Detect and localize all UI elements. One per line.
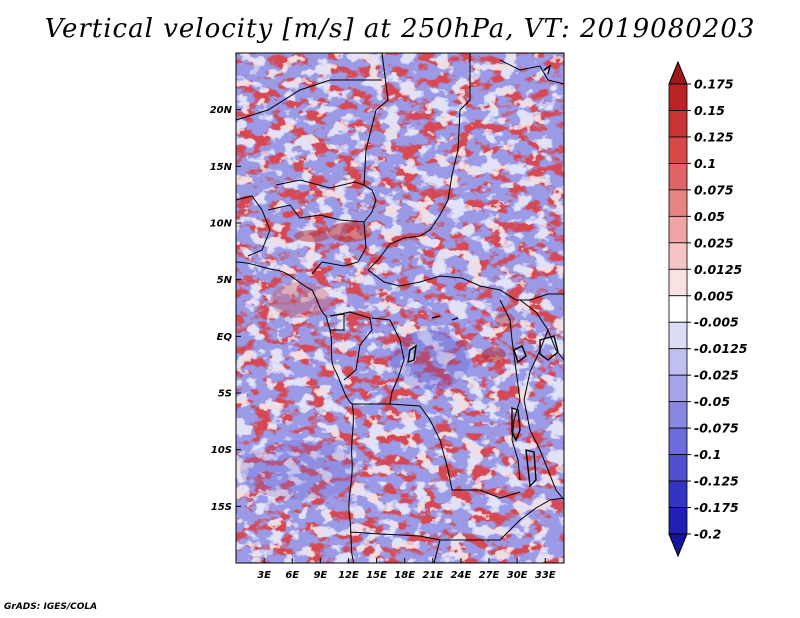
lat-tick-label: 20N — [210, 105, 233, 116]
grads-credit: GrADS: IGES/COLA — [4, 602, 98, 612]
lon-tick-label: 15E — [366, 570, 387, 581]
lon-tick-label: 3E — [257, 570, 271, 581]
lat-tick-label: 5N — [217, 275, 233, 286]
colorbar-swatch — [668, 268, 688, 297]
colorbar-swatch — [668, 507, 688, 535]
lon-tick-label: 27E — [479, 570, 500, 581]
colorbar-label: -0.05 — [694, 394, 730, 409]
colorbar-swatch — [668, 480, 688, 508]
colorbar-label: -0.0125 — [694, 341, 748, 356]
lon-tick-label: 9E — [313, 570, 327, 581]
lat-tick-label: 15S — [211, 502, 232, 513]
lat-tick-label: 10N — [210, 219, 233, 230]
colorbar-swatch — [668, 189, 688, 217]
longitude-axis: 3E 6E 9E 12E 15E 18E 21E 24E 27E 30E 33E — [257, 558, 556, 581]
lon-tick-label: 33E — [535, 570, 556, 581]
colorbar-bottom-arrow — [668, 533, 688, 558]
colorbar-label: 0.0125 — [694, 262, 743, 277]
lon-tick-label: 6E — [285, 570, 299, 581]
colorbar-label: 0.025 — [694, 235, 734, 250]
colorbar-swatch — [668, 374, 688, 403]
colorbar-swatch — [668, 427, 688, 455]
colorbar-swatch — [668, 295, 688, 323]
colorbar-swatch — [668, 348, 688, 376]
colorbar-swatch — [668, 163, 688, 191]
colorbar-label: 0.1 — [694, 156, 716, 171]
colorbar-label: -0.125 — [694, 474, 739, 489]
lat-tick-label: 10S — [211, 445, 232, 456]
lon-tick-label: 30E — [507, 570, 528, 581]
colorbar-label: -0.175 — [694, 500, 739, 515]
colorbar-label: -0.075 — [694, 421, 739, 436]
colorbar-label: 0.075 — [694, 182, 734, 197]
plot-title: Vertical velocity [m/s] at 250hPa, VT: 2… — [44, 14, 756, 44]
colorbar-swatch — [668, 110, 688, 138]
colorbar-label: 0.175 — [694, 77, 734, 92]
colorbar-label: 0.125 — [694, 129, 734, 144]
colorbar-label: 0.05 — [694, 209, 725, 224]
colorbar-swatch — [668, 401, 688, 429]
country-borders — [236, 53, 564, 563]
lon-tick-label: 21E — [422, 570, 443, 581]
lat-tick-label: 15N — [210, 162, 233, 173]
colorbar-label: 0.15 — [694, 103, 725, 118]
colorbar-top-arrow — [668, 60, 688, 85]
lat-tick-label: EQ — [217, 332, 233, 343]
latitude-axis: 20N 15N 10N 5N EQ 5S 10S 15S — [210, 105, 241, 513]
colorbar-label: -0.005 — [694, 315, 739, 330]
lat-tick-label: 5S — [218, 389, 232, 400]
colorbar: 0.175 0.15 0.125 0.1 0.075 0.05 0.025 0.0125 0.0… — [668, 60, 748, 558]
colorbar-swatch — [668, 321, 688, 350]
colorbar-label: -0.025 — [694, 368, 739, 383]
colorbar-swatch — [668, 136, 688, 164]
velocity-field — [236, 53, 564, 563]
lon-tick-label: 24E — [451, 570, 472, 581]
colorbar-swatch — [668, 215, 688, 244]
colorbar-swatch — [668, 454, 688, 482]
lake-outlines — [407, 64, 559, 488]
map-frame — [235, 52, 565, 564]
colorbar-label: -0.1 — [694, 447, 721, 462]
colorbar-swatch — [668, 242, 688, 270]
colorbar-swatch — [668, 83, 688, 111]
colorbar-label: 0.005 — [694, 288, 734, 303]
colorbar-label: -0.2 — [694, 527, 721, 542]
lon-tick-label: 18E — [394, 570, 415, 581]
lon-tick-label: 12E — [338, 570, 359, 581]
